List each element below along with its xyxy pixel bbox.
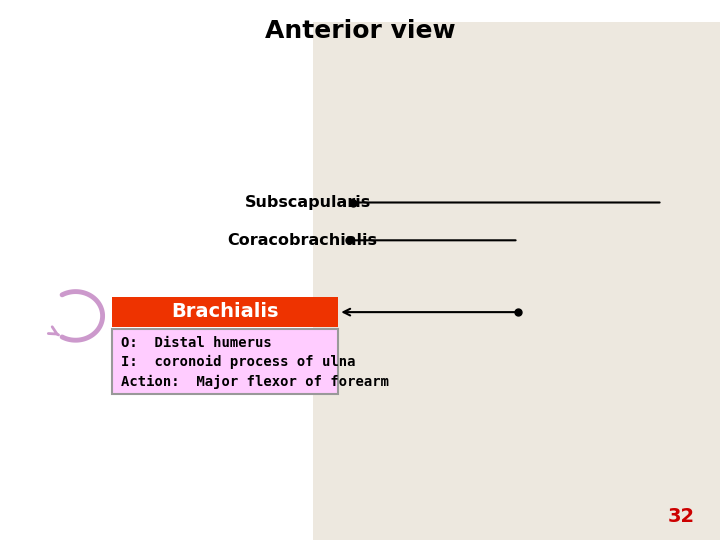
Text: Coracobrachialis: Coracobrachialis [227,233,377,248]
Text: Brachialis: Brachialis [171,302,279,321]
FancyBboxPatch shape [112,329,338,394]
FancyBboxPatch shape [313,22,720,540]
Text: Action:  Major flexor of forearm: Action: Major flexor of forearm [121,375,389,389]
Text: 32: 32 [667,508,695,526]
Text: O:  Distal humerus: O: Distal humerus [121,336,271,350]
FancyBboxPatch shape [112,297,338,327]
Text: Subscapularis: Subscapularis [245,195,371,210]
Text: I:  coronoid process of ulna: I: coronoid process of ulna [121,355,356,369]
Text: Anterior view: Anterior view [265,19,455,43]
